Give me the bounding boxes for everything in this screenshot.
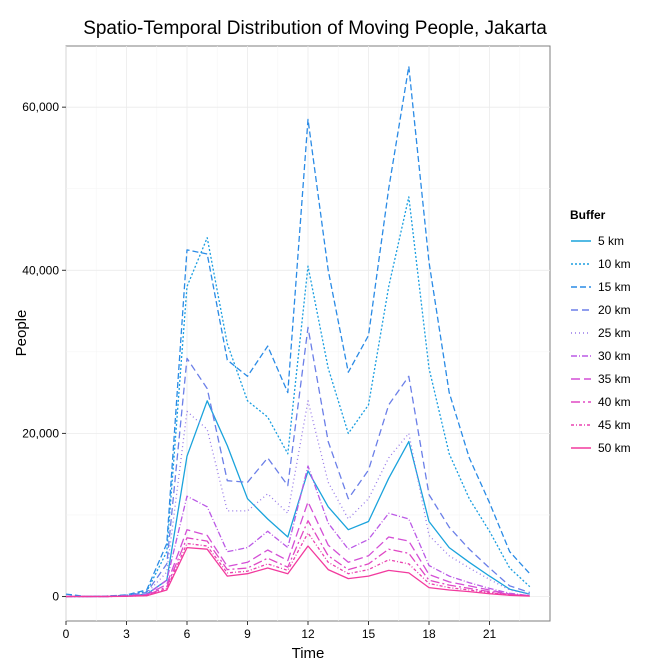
y-axis-label: People (13, 310, 30, 357)
x-axis-label: Time (292, 645, 325, 662)
legend-item: 25 km (570, 321, 631, 344)
legend-title: Buffer (570, 208, 606, 222)
legend-item: 45 km (570, 413, 631, 436)
legend-item: 30 km (570, 344, 631, 367)
x-tick-label: 15 (362, 627, 376, 641)
legend-item: 40 km (570, 390, 631, 413)
axes: 0 3 6 9 12 15 18 21 0 20,000 40,000 60,000 (22, 100, 496, 641)
legend-item: 50 km (570, 436, 631, 459)
legend-label: 40 km (598, 394, 631, 409)
legend-swatch (571, 331, 591, 334)
legend-label: 5 km (598, 233, 625, 248)
series-line-20-km (66, 326, 531, 598)
legend-item: 20 km (570, 298, 631, 321)
legend-item: 35 km (570, 367, 631, 390)
x-tick-label: 6 (184, 627, 191, 641)
legend-label: 35 km (598, 371, 631, 386)
legend-label: 15 km (598, 279, 631, 294)
legend-swatch (571, 423, 591, 426)
legend-swatch (571, 239, 591, 242)
series-line-50-km (66, 545, 530, 598)
series-line-10-km (66, 196, 531, 598)
series-line-35-km (66, 501, 530, 598)
y-tick-label: 20,000 (22, 426, 59, 440)
legend-label: 30 km (598, 348, 631, 363)
x-tick-label: 18 (422, 627, 436, 641)
chart-title: Spatio-Temporal Distribution of Moving P… (83, 18, 547, 39)
legend-items: 5 km 10 km 15 km 20 km 25 km 30 km 35 km 40 km 4… (570, 229, 631, 459)
legend-swatch (571, 400, 591, 403)
y-tick-label: 40,000 (22, 263, 59, 277)
legend-swatch (571, 308, 591, 311)
legend-item: 5 km (570, 229, 631, 252)
series-line-30-km (66, 465, 530, 598)
series-line-25-km (66, 400, 530, 598)
x-tick-label: 9 (244, 627, 251, 641)
legend-swatch (571, 354, 591, 357)
legend-swatch (571, 446, 591, 449)
x-tick-label: 12 (301, 627, 315, 641)
x-tick-label: 0 (63, 627, 70, 641)
legend-swatch (571, 262, 591, 265)
legend-label: 20 km (598, 302, 631, 317)
x-tick-label: 3 (123, 627, 130, 641)
series-line-15-km (65, 65, 531, 598)
legend-item: 15 km (570, 275, 631, 298)
series-line-40-km (66, 520, 530, 598)
x-tick-label: 21 (483, 627, 497, 641)
legend-label: 25 km (598, 325, 631, 340)
legend-item: 10 km (570, 252, 631, 275)
y-tick-label: 0 (52, 590, 59, 604)
y-tick-label: 60,000 (22, 100, 59, 114)
legend-swatch (571, 377, 591, 380)
series-lines (65, 65, 531, 598)
legend-label: 45 km (598, 417, 631, 432)
grid-lines (65, 46, 550, 621)
legend-label: 50 km (598, 440, 631, 455)
legend-label: 10 km (598, 256, 631, 271)
legend: Buffer 5 km 10 km 15 km 20 km 25 km 30 km 35 k… (570, 208, 631, 459)
legend-swatch (571, 285, 591, 288)
